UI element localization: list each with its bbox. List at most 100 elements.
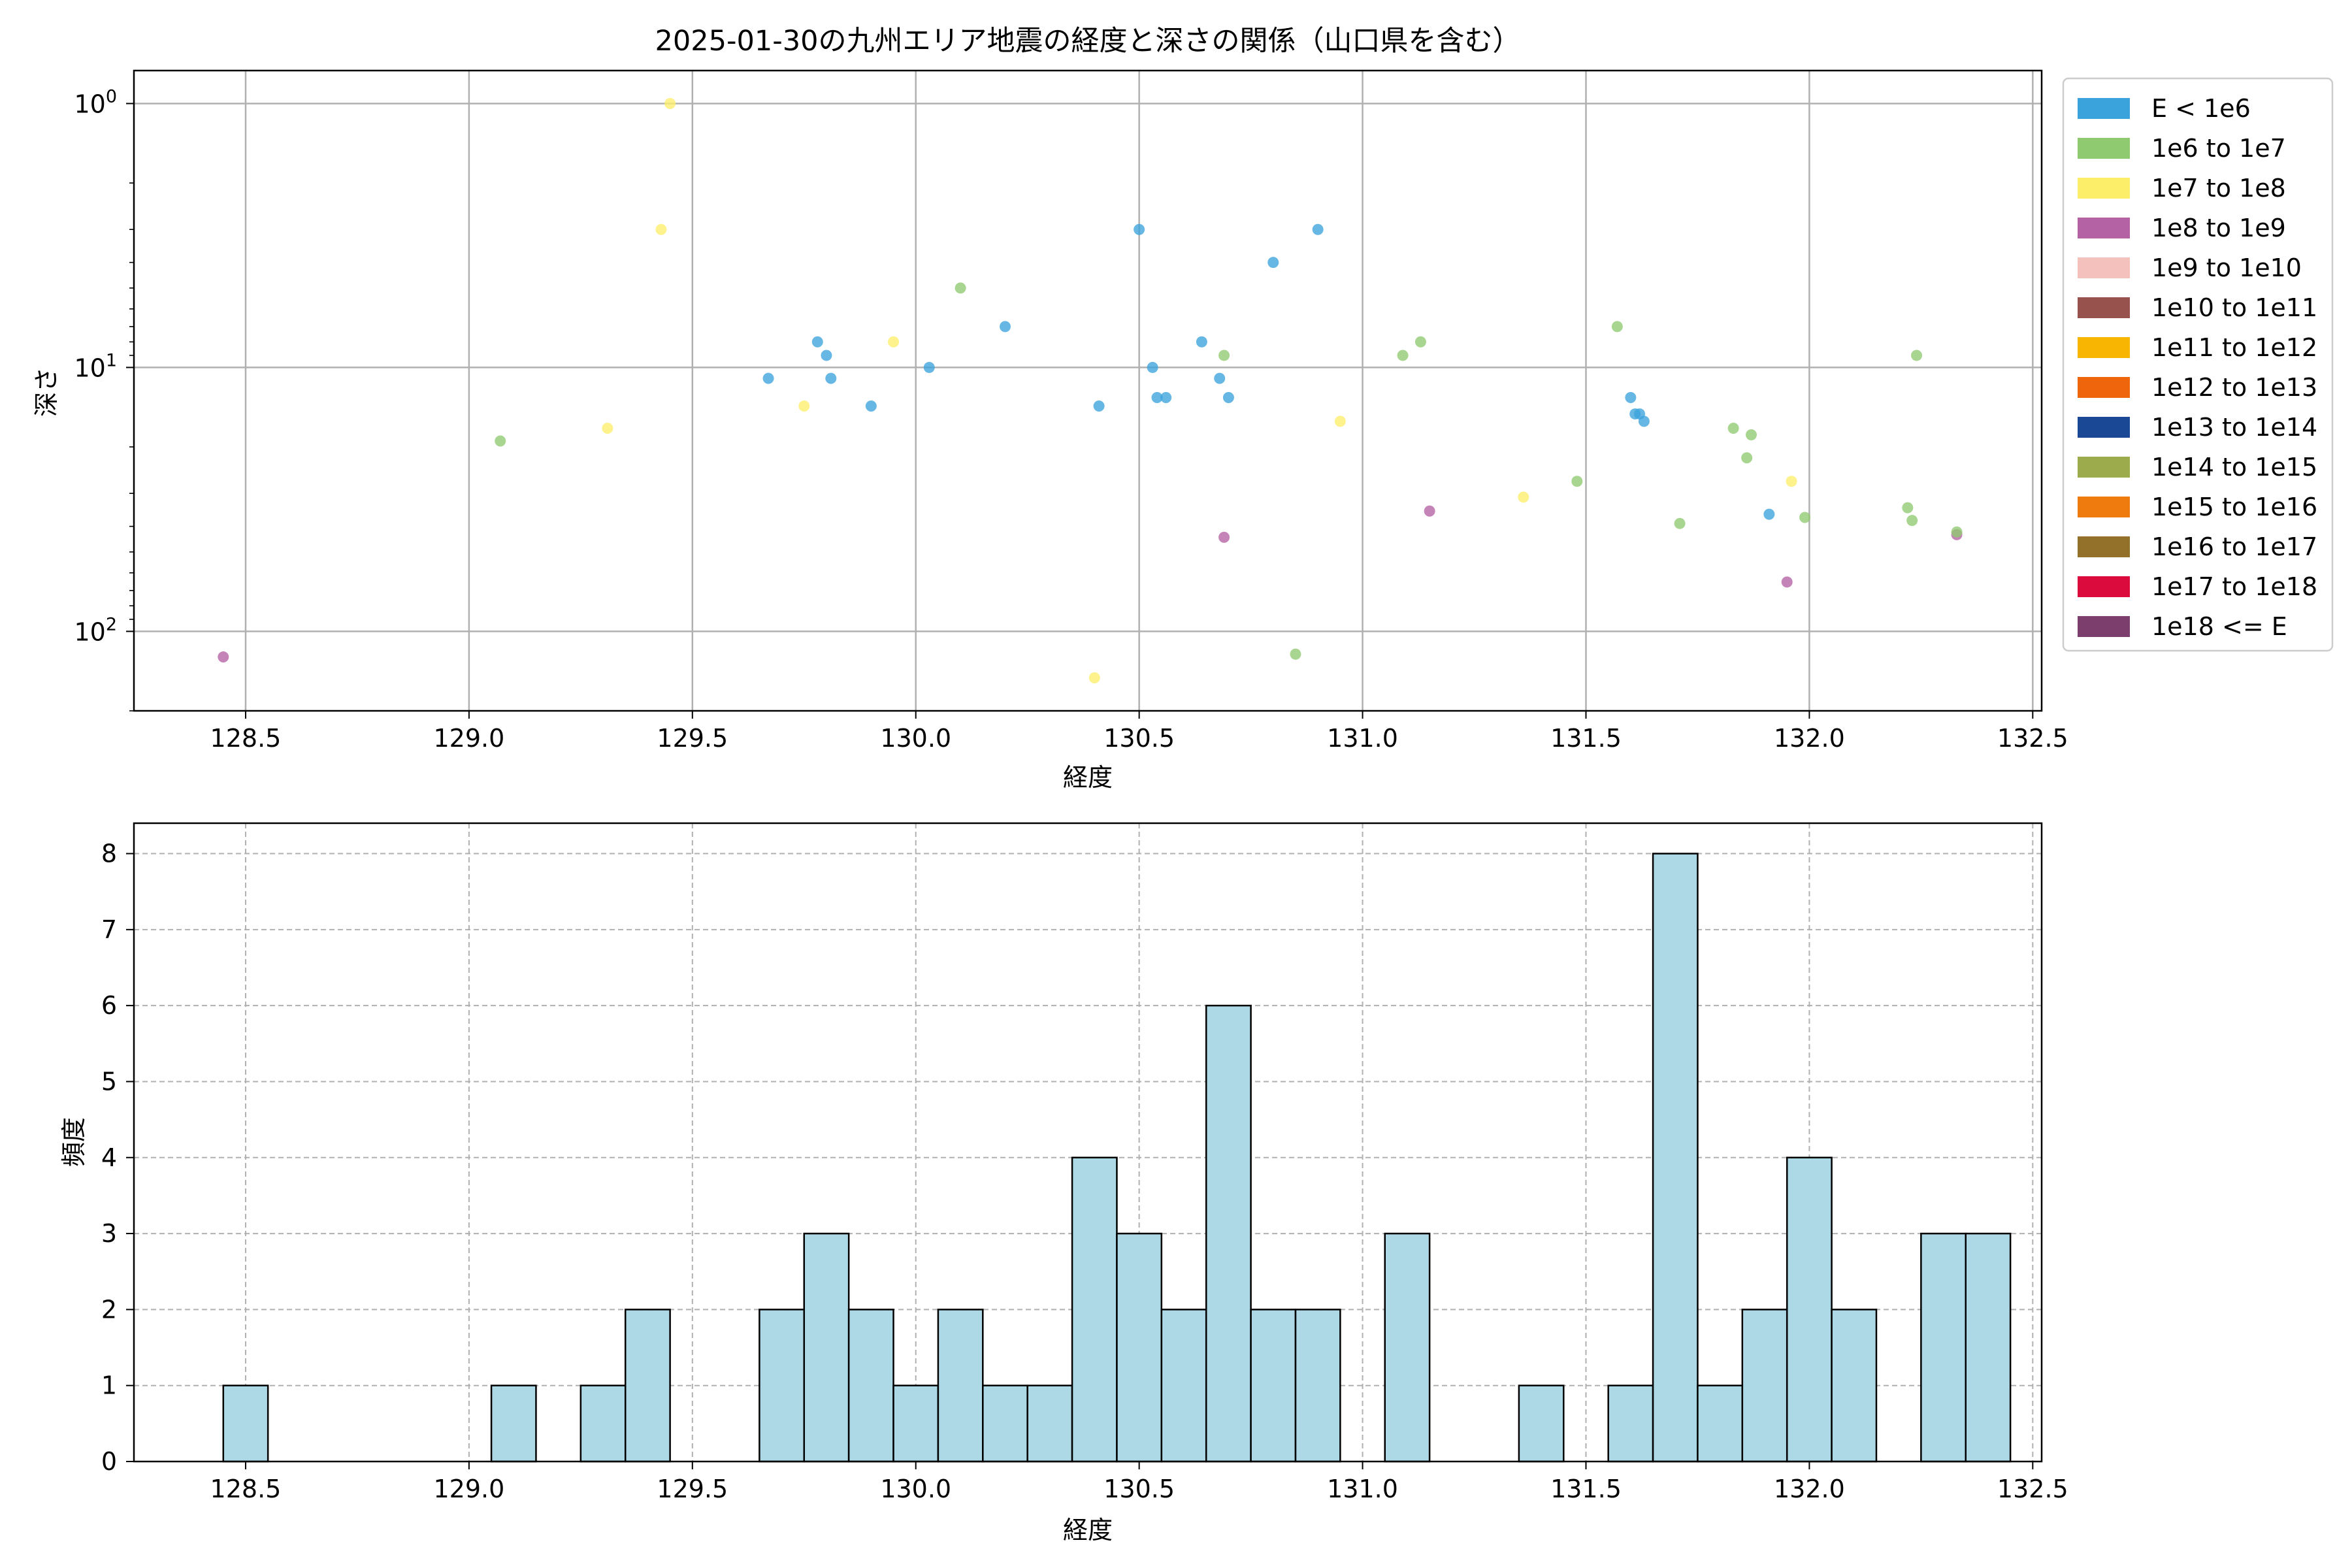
histogram-y-tick-label: 2: [101, 1295, 117, 1324]
scatter-point: [1727, 423, 1739, 434]
scatter-point: [1214, 372, 1226, 384]
legend-label: 1e17 to 1e18: [2151, 572, 2317, 601]
legend-label: 1e13 to 1e14: [2151, 413, 2317, 442]
scatter-title: 2025-01-30の九州エリア地震の経度と深さの関係（山口県を含む）: [655, 25, 1521, 57]
histogram-bar: [1831, 1309, 1878, 1463]
histogram-x-tick-label: 128.5: [210, 1475, 282, 1503]
histogram-bar: [1071, 1156, 1118, 1463]
histogram-bar: [1160, 1309, 1207, 1463]
histogram-bar: [490, 1384, 537, 1463]
scatter-point: [1746, 429, 1757, 441]
scatter-legend: E < 1e6 1e6 to 1e7 1e7 to 1e8 1e8 to 1e9 1e9…: [2062, 77, 2334, 652]
scatter-point: [1088, 672, 1100, 684]
histogram-y-tick-label: 3: [101, 1219, 117, 1248]
scatter-point: [1638, 416, 1650, 427]
histogram-x-tick-label: 131.5: [1550, 1475, 1622, 1503]
legend-swatch: [2078, 138, 2130, 159]
legend-label: 1e15 to 1e16: [2151, 493, 2317, 521]
legend-swatch: [2078, 218, 2130, 238]
histogram-bar: [1205, 1004, 1252, 1463]
histogram-bar: [580, 1384, 627, 1463]
scatter-point: [1290, 648, 1301, 660]
histogram-bar: [982, 1384, 1028, 1463]
scatter-point: [1196, 336, 1207, 348]
scatter-point: [955, 282, 966, 294]
scatter-y-axis-label: 深さ: [32, 367, 61, 417]
legend-label: 1e7 to 1e8: [2151, 174, 2286, 203]
scatter-x-tick-label: 129.0: [433, 724, 504, 753]
histogram-bar: [222, 1384, 269, 1463]
histogram-x-tick-label: 132.5: [1997, 1475, 2068, 1503]
scatter-point: [1951, 526, 1963, 538]
scatter-point: [664, 97, 676, 109]
legend-swatch: [2078, 576, 2130, 597]
scatter-x-ticks: 128.5 129.0 129.5 130.0 130.5 131.0 131.5 132.0…: [210, 711, 2068, 753]
scatter-x-axis-label: 経度: [1063, 763, 1113, 792]
histogram-y-tick-label: 0: [101, 1447, 117, 1476]
scatter-point: [1625, 391, 1637, 403]
scatter-point: [1267, 257, 1279, 269]
histogram-x-tick-label: 130.5: [1103, 1475, 1175, 1503]
legend-swatch: [2078, 457, 2130, 478]
scatter-plot-area: [134, 71, 2042, 711]
histogram-y-tick-label: 1: [101, 1371, 117, 1400]
scatter-point: [1424, 505, 1435, 517]
histogram-bar: [1384, 1232, 1431, 1463]
scatter-y-tick-label: 101: [74, 350, 117, 382]
scatter-point: [888, 336, 900, 348]
scatter-point: [923, 361, 935, 373]
legend-swatch: [2078, 417, 2130, 438]
scatter-point: [865, 400, 877, 412]
scatter-points: [218, 97, 1963, 684]
legend-swatch: [2078, 497, 2130, 517]
scatter-x-tick-label: 132.5: [1997, 724, 2068, 753]
legend-box: [2062, 77, 2334, 652]
histogram-y-tick-label: 5: [101, 1067, 117, 1096]
histogram-bar: [892, 1384, 939, 1463]
legend-swatch: [2078, 98, 2130, 119]
scatter-point: [1902, 502, 1914, 514]
scatter-point: [1781, 576, 1793, 588]
histogram-bar: [803, 1232, 850, 1463]
scatter-point: [1218, 531, 1230, 543]
scatter-x-tick-label: 131.5: [1550, 724, 1622, 753]
legend-label: 1e11 to 1e12: [2151, 333, 2317, 362]
scatter-point: [1147, 361, 1158, 373]
legend-swatch: [2078, 297, 2130, 318]
histogram-bar: [1965, 1232, 2012, 1463]
scatter-point: [1518, 491, 1529, 503]
scatter-point: [762, 372, 774, 384]
histogram-bar: [1920, 1232, 1967, 1463]
scatter-grid: [134, 71, 2042, 711]
histogram-x-tick-label: 130.0: [880, 1475, 951, 1503]
scatter-point: [1611, 321, 1623, 333]
legend-label: 1e16 to 1e17: [2151, 532, 2317, 561]
histogram-x-ticks: 128.5 129.0 129.5 130.0 130.5 131.0 131.5 132.0…: [210, 1462, 2068, 1503]
histogram-x-tick-label: 129.0: [433, 1475, 504, 1503]
histogram-bar: [1294, 1309, 1341, 1463]
histogram-y-tick-label: 6: [101, 991, 117, 1020]
scatter-y-tick-label: 100: [74, 86, 117, 118]
legend-label: 1e10 to 1e11: [2151, 293, 2317, 322]
scatter-point: [1218, 350, 1230, 361]
scatter-x-tick-label: 130.0: [880, 724, 951, 753]
scatter-x-tick-label: 128.5: [210, 724, 282, 753]
histogram-bar: [1697, 1384, 1744, 1463]
legend-label: 1e14 to 1e15: [2151, 453, 2317, 482]
scatter-point: [1151, 391, 1163, 403]
histogram-bar: [1518, 1384, 1565, 1463]
scatter-point: [218, 651, 229, 663]
histogram-bar: [1607, 1384, 1654, 1463]
histogram-bar: [624, 1309, 671, 1463]
scatter-point: [999, 321, 1011, 333]
legend-label: 1e12 to 1e13: [2151, 373, 2317, 402]
histogram-bar: [1026, 1384, 1073, 1463]
legend-swatch: [2078, 616, 2130, 637]
histogram-y-ticks: 0 1 2 3 4 5 6 7 8: [101, 840, 134, 1476]
legend-label: E < 1e6: [2151, 94, 2251, 123]
legend-label: 1e18 <= E: [2151, 612, 2287, 641]
scatter-point: [602, 423, 613, 434]
histogram-y-tick-label: 7: [101, 915, 117, 944]
scatter-point: [1134, 223, 1145, 235]
